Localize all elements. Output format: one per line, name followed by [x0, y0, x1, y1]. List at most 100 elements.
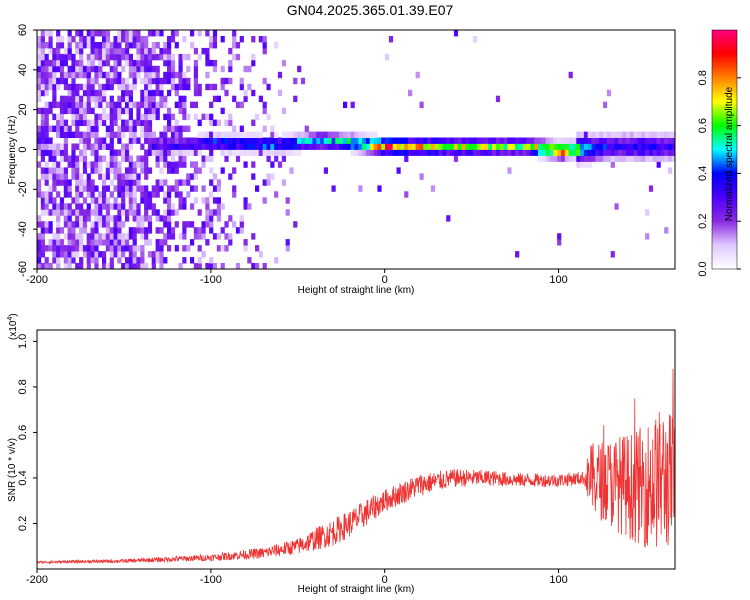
spectrogram-cell [335, 137, 340, 144]
spectrogram-cell [396, 149, 401, 156]
spectrogram-cell [48, 221, 53, 228]
spectrogram-cell [182, 197, 187, 204]
spectrogram-cell [247, 83, 252, 91]
spectrogram-cell [178, 233, 183, 240]
spectrogram-cell [105, 245, 110, 252]
spectrogram-cell [251, 173, 256, 180]
spectrogram-cell [98, 161, 103, 168]
spectrogram-cell [86, 263, 91, 269]
spectrogram-cell [182, 257, 187, 264]
spectrogram-cell [212, 59, 218, 67]
spectrogram-cell [465, 149, 470, 156]
spectrogram-cell [144, 149, 149, 156]
spectrogram-cell [392, 149, 397, 156]
spectrogram-cell [67, 125, 72, 132]
spectrogram-cell [469, 149, 474, 156]
spectrogram-cell [109, 65, 114, 73]
spectrogram-cell [656, 149, 661, 156]
spectrogram-cell [117, 47, 122, 55]
spectrogram-cell [132, 83, 137, 91]
spectrogram-cell [56, 233, 61, 240]
spectrogram-cell [404, 149, 409, 156]
spectrogram-cell [56, 179, 61, 186]
spectrogram-cell [147, 83, 153, 91]
colorbar-gradient [711, 29, 738, 270]
spectrogram-cell [71, 245, 76, 252]
spectrogram-cell [75, 119, 80, 126]
spectrogram-cell [235, 131, 241, 138]
spectrogram-cell [125, 119, 130, 126]
spectrogram-cell [132, 245, 137, 252]
spectrogram-cell [144, 167, 149, 174]
spectrogram-cell [79, 263, 84, 269]
spectrogram-cell [136, 47, 141, 55]
spectrogram-cell [316, 131, 321, 138]
spectrogram-cell [515, 137, 520, 144]
spectrogram-cell [182, 36, 187, 43]
spectrogram-cell [408, 149, 413, 156]
spectrogram-cell [209, 155, 214, 162]
spectrogram-cell [56, 221, 61, 228]
spectrogram-cell [63, 251, 68, 258]
spectrogram-cell [212, 233, 218, 240]
spectrogram-cell [476, 149, 481, 156]
spectrogram-cell [86, 89, 91, 97]
spectrogram-cell [128, 257, 133, 264]
spectrogram-cell [419, 173, 424, 180]
spectrogram-cell [117, 179, 122, 186]
spectrogram-cell [44, 107, 49, 115]
spectrogram-cell [224, 143, 229, 150]
spectrogram-cell [186, 53, 191, 61]
spectrogram-cell [52, 89, 57, 97]
spectrogram-cell [170, 131, 176, 138]
spectrogram-cell [289, 143, 294, 150]
spectrogram-cell [109, 131, 114, 138]
spectrogram-cell [128, 137, 133, 144]
spectrogram-cell [235, 53, 241, 61]
spectrogram-cell [144, 191, 149, 198]
spectrogram-cell [648, 143, 654, 150]
spectrogram-cell [209, 257, 214, 264]
spectrogram-cell [86, 71, 91, 79]
spectrogram-cell [71, 155, 76, 162]
spectrogram-cell [125, 173, 130, 180]
spectrogram-cell [660, 155, 665, 162]
spectrogram-cell [40, 137, 45, 144]
spectrogram-cell [258, 251, 263, 258]
spectrogram-cell [587, 155, 592, 162]
spectrogram-cell [105, 161, 110, 168]
spectrogram-cell [132, 203, 137, 210]
spectrogram-cell [411, 143, 416, 150]
spectrogram-cell [159, 227, 164, 234]
spectrogram-cell [71, 119, 76, 126]
spectrogram-cell [243, 197, 248, 204]
spectrogram-cell [232, 167, 237, 174]
spectrogram-cell [67, 263, 72, 269]
spectrogram-cell [40, 53, 45, 61]
spectrogram-cell [545, 137, 550, 144]
spectrogram-cell [94, 185, 99, 192]
spectrogram-cell [117, 167, 122, 174]
spectrogram-cell [155, 245, 160, 252]
spectrogram-cell [82, 185, 88, 192]
spectrogram-cell [262, 107, 267, 115]
spectrogram-cell [251, 137, 256, 144]
spectrogram-cell [144, 59, 149, 67]
spectrogram-cell [243, 65, 248, 73]
spectrogram-cell [656, 137, 661, 144]
spectrogram-cell [339, 137, 344, 144]
spectrogram-cell [75, 167, 80, 174]
spectrogram-cell [75, 239, 80, 246]
spectrogram-cell [216, 143, 221, 150]
spectrogram-cell [82, 131, 88, 138]
spectrogram-cell [201, 161, 206, 168]
spectrogram-cell [132, 65, 137, 73]
spectrogram-cell [121, 95, 126, 103]
spectrogram-cell [308, 131, 313, 138]
spectrogram-cell [591, 149, 596, 156]
spectrogram-cell [358, 149, 363, 156]
spectrogram-cell [52, 47, 57, 55]
spectrogram-cell [75, 95, 80, 103]
spectrogram-cell [170, 125, 176, 132]
spectrogram-cell [266, 83, 271, 91]
